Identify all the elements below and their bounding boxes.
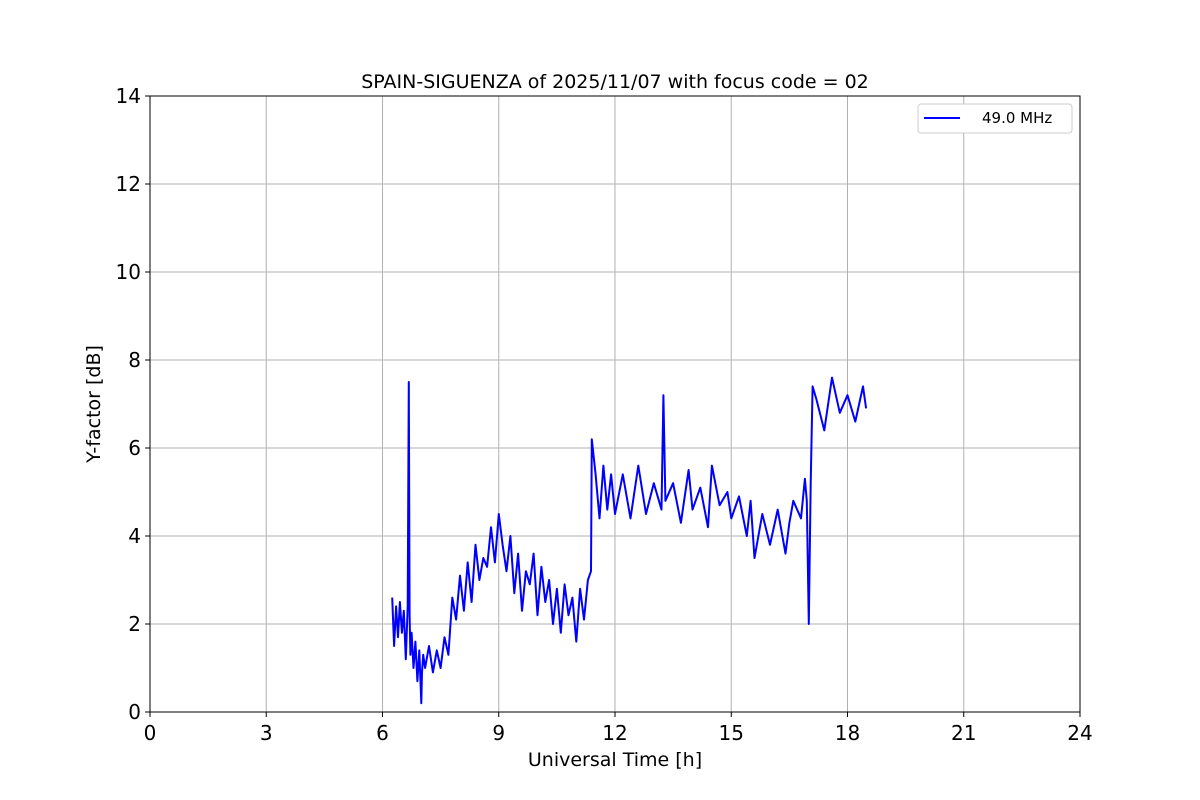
legend-box [917, 103, 1073, 134]
y-axis-label: Y-factor [dB] [83, 345, 105, 464]
x-tick-label: 21 [951, 721, 976, 745]
y-tick-label: 8 [128, 348, 141, 372]
x-tick-label: 15 [719, 721, 744, 745]
legend: 49.0 MHz [917, 103, 1073, 134]
chart-title: SPAIN-SIGUENZA of 2025/11/07 with focus … [361, 71, 869, 93]
series-layer [391, 376, 868, 705]
x-tick-label: 0 [144, 721, 157, 745]
y-tick-label: 12 [116, 172, 141, 196]
y-tick-label: 4 [128, 524, 141, 548]
y-tick-label: 14 [116, 84, 141, 108]
x-tick-label: 3 [260, 721, 273, 745]
series-line [391, 376, 868, 705]
y-tick-label: 6 [128, 436, 141, 460]
x-tick-label: 9 [492, 721, 505, 745]
y-tick-label: 2 [128, 612, 141, 636]
x-tick-label: 12 [602, 721, 627, 745]
legend-label: 49.0 MHz [982, 109, 1052, 127]
x-tick-label: 6 [376, 721, 389, 745]
x-tick-label: 18 [835, 721, 860, 745]
y-tick-label: 10 [116, 260, 141, 284]
y-tick-label: 0 [128, 700, 141, 724]
x-axis-label: Universal Time [h] [528, 749, 702, 771]
x-tick-label: 24 [1067, 721, 1092, 745]
